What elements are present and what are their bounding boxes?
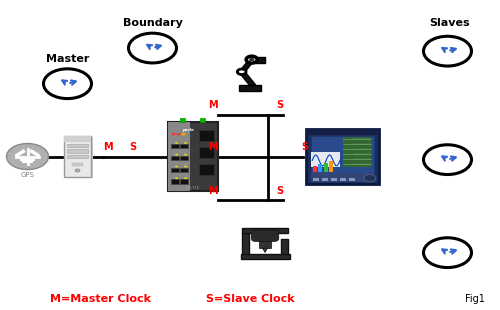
Circle shape — [175, 166, 178, 167]
FancyBboxPatch shape — [200, 118, 204, 122]
FancyBboxPatch shape — [64, 136, 91, 142]
Text: Slaves: Slaves — [430, 18, 470, 28]
FancyBboxPatch shape — [198, 164, 214, 175]
Circle shape — [249, 58, 254, 61]
Text: S: S — [276, 100, 283, 110]
FancyBboxPatch shape — [67, 144, 88, 147]
FancyBboxPatch shape — [198, 130, 214, 141]
Circle shape — [175, 177, 178, 179]
FancyBboxPatch shape — [242, 228, 288, 233]
Circle shape — [424, 36, 472, 66]
FancyBboxPatch shape — [168, 122, 190, 191]
FancyBboxPatch shape — [311, 174, 374, 182]
Text: Fig1: Fig1 — [465, 294, 485, 304]
Circle shape — [424, 145, 472, 175]
Circle shape — [424, 238, 472, 268]
Circle shape — [184, 177, 187, 179]
FancyBboxPatch shape — [180, 168, 188, 172]
FancyBboxPatch shape — [331, 178, 338, 181]
Text: M: M — [102, 142, 113, 152]
Text: perle: perle — [182, 128, 194, 132]
FancyBboxPatch shape — [180, 179, 188, 184]
FancyBboxPatch shape — [254, 57, 264, 63]
Text: Master: Master — [46, 54, 89, 64]
Text: M: M — [208, 100, 218, 110]
FancyBboxPatch shape — [180, 118, 184, 122]
FancyBboxPatch shape — [240, 254, 290, 259]
FancyBboxPatch shape — [318, 164, 322, 172]
Text: M=Master Clock: M=Master Clock — [50, 294, 150, 304]
Circle shape — [238, 69, 246, 74]
FancyBboxPatch shape — [198, 147, 214, 158]
FancyBboxPatch shape — [311, 152, 340, 167]
FancyBboxPatch shape — [238, 85, 260, 91]
Circle shape — [44, 69, 92, 99]
Circle shape — [6, 144, 48, 170]
FancyBboxPatch shape — [72, 163, 84, 166]
Circle shape — [182, 133, 186, 135]
FancyBboxPatch shape — [306, 130, 379, 135]
Text: S: S — [302, 142, 308, 152]
FancyBboxPatch shape — [322, 178, 328, 181]
FancyBboxPatch shape — [170, 179, 178, 184]
FancyBboxPatch shape — [311, 136, 374, 173]
Circle shape — [176, 133, 180, 135]
Circle shape — [364, 174, 376, 182]
FancyBboxPatch shape — [180, 144, 188, 148]
FancyBboxPatch shape — [65, 137, 93, 178]
Circle shape — [172, 133, 175, 135]
Circle shape — [75, 169, 80, 172]
FancyBboxPatch shape — [67, 155, 88, 158]
Circle shape — [128, 33, 176, 63]
FancyBboxPatch shape — [313, 166, 317, 172]
FancyBboxPatch shape — [170, 168, 178, 172]
Text: GPS: GPS — [20, 172, 34, 178]
FancyBboxPatch shape — [168, 122, 218, 191]
Text: M: M — [208, 186, 218, 196]
FancyBboxPatch shape — [324, 163, 328, 172]
Text: S: S — [129, 142, 136, 152]
FancyBboxPatch shape — [180, 156, 188, 160]
FancyBboxPatch shape — [242, 232, 248, 254]
FancyBboxPatch shape — [67, 149, 88, 153]
FancyBboxPatch shape — [306, 130, 379, 184]
Text: M: M — [208, 142, 218, 152]
FancyBboxPatch shape — [342, 137, 371, 167]
Circle shape — [175, 142, 178, 144]
Text: S: S — [276, 186, 283, 196]
Polygon shape — [238, 71, 256, 85]
Polygon shape — [262, 248, 268, 252]
Circle shape — [184, 154, 187, 156]
FancyBboxPatch shape — [170, 144, 178, 148]
FancyBboxPatch shape — [349, 178, 355, 181]
Text: Boundary: Boundary — [122, 18, 182, 28]
FancyBboxPatch shape — [252, 230, 279, 241]
Circle shape — [175, 154, 178, 156]
FancyBboxPatch shape — [282, 239, 288, 254]
Text: IDS-715: IDS-715 — [186, 186, 200, 190]
FancyBboxPatch shape — [340, 178, 346, 181]
Circle shape — [184, 142, 187, 144]
Polygon shape — [238, 60, 254, 73]
Circle shape — [246, 56, 258, 63]
Text: S=Slave Clock: S=Slave Clock — [206, 294, 294, 304]
FancyBboxPatch shape — [170, 156, 178, 160]
FancyBboxPatch shape — [64, 136, 91, 177]
Circle shape — [184, 166, 187, 167]
FancyBboxPatch shape — [330, 161, 334, 172]
FancyBboxPatch shape — [313, 178, 320, 181]
FancyBboxPatch shape — [258, 233, 272, 248]
